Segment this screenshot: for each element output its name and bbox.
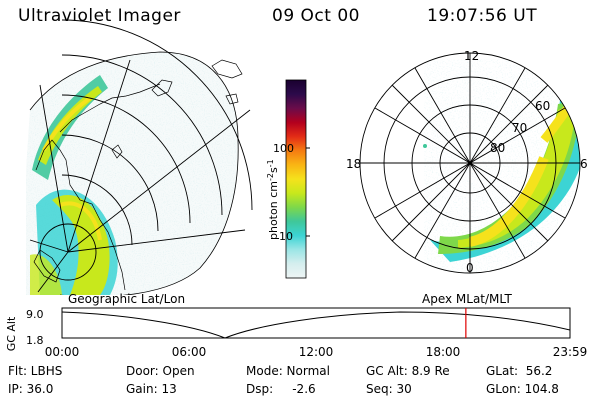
time-tick-0000: 00:00: [45, 345, 80, 359]
footer-door: Door: Open: [126, 364, 195, 378]
geographic-auroral-image: [26, 19, 253, 295]
colorbar-unit-label: photon cm-2s-1: [266, 159, 280, 240]
footer-filter: Flt: LBHS: [8, 364, 63, 378]
footer-ip: IP: 36.0: [8, 382, 54, 396]
altitude-curve: [61, 311, 571, 339]
footer-seq: Seq: 30: [366, 382, 412, 396]
altitude-axis-label: GC Alt: [5, 316, 18, 351]
mlt-label-0: 0: [466, 261, 474, 275]
time-tick-1200: 12:00: [299, 345, 334, 359]
footer-glon: GLon: 104.8: [486, 382, 559, 396]
colorbar: 100 10 photon cm-2s-1: [266, 79, 310, 279]
mlat-label-70: 70: [512, 121, 527, 135]
altitude-tick-1_8: 1.8: [26, 334, 44, 347]
mlat-label-60: 60: [535, 99, 550, 113]
altitude-tick-9: 9.0: [26, 308, 44, 321]
colorbar-tick-100: 100: [273, 142, 294, 155]
app-title: Ultraviolet Imager: [18, 6, 181, 26]
mlat-label-80: 80: [490, 141, 505, 155]
footer-gc-alt: GC Alt: 8.9 Re: [366, 364, 450, 378]
time-label: 19:07:56 UT: [427, 6, 538, 26]
polar-mlt-plot: 12 18 6 0 60 70 80: [346, 49, 588, 275]
footer-dsp: Dsp: -2.6: [246, 382, 316, 396]
time-tick-2359: 23:59: [553, 345, 588, 359]
altitude-strip-chart: GC Alt 9.0 1.8 00:00 06:00 12:00 18:00 2…: [5, 307, 588, 359]
time-tick-1800: 18:00: [426, 345, 461, 359]
footer-gain: Gain: 13: [126, 382, 177, 396]
geographic-projection-label: Geographic Lat/Lon: [68, 292, 186, 306]
time-tick-0600: 06:00: [172, 345, 207, 359]
mlt-label-12: 12: [464, 49, 479, 63]
footer-glat: GLat: 56.2: [486, 364, 553, 378]
mlt-label-18: 18: [346, 157, 361, 171]
mlt-label-6: 6: [580, 157, 588, 171]
footer-mode: Mode: Normal: [246, 364, 330, 378]
colorbar-tick-10: 10: [279, 230, 293, 243]
date-label: 09 Oct 00: [272, 6, 360, 26]
apex-projection-label: Apex MLat/MLT: [422, 292, 512, 306]
